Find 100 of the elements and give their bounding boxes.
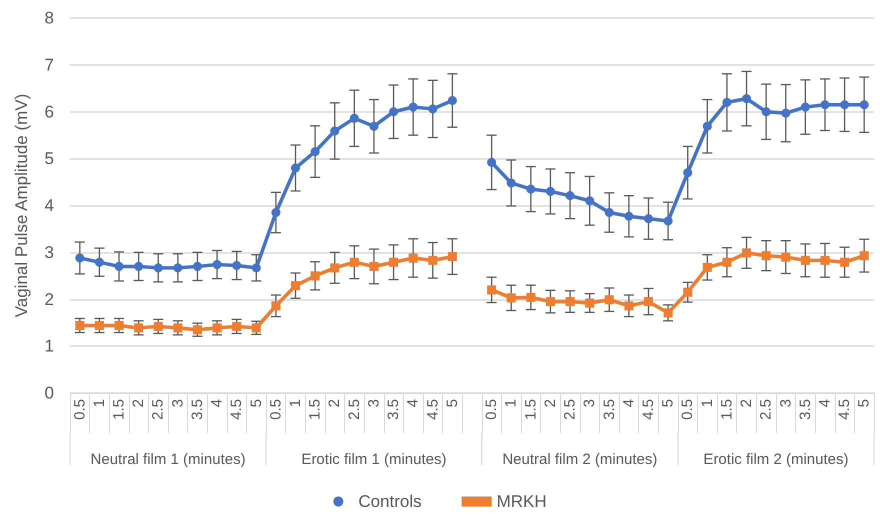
point bbox=[566, 297, 575, 306]
point bbox=[173, 263, 182, 272]
x-tick-label: 1 bbox=[698, 399, 716, 408]
x-tick-label: 2.5 bbox=[346, 399, 363, 420]
point bbox=[624, 212, 634, 221]
point bbox=[271, 208, 280, 218]
point bbox=[232, 261, 242, 270]
point bbox=[506, 178, 516, 188]
x-tick-label: 1 bbox=[90, 399, 108, 408]
point bbox=[487, 158, 496, 167]
x-tick-label: 5 bbox=[856, 399, 873, 408]
point bbox=[604, 295, 614, 304]
point bbox=[644, 297, 653, 306]
x-tick-label: 1 bbox=[502, 399, 520, 408]
x-tick-label: 1.5 bbox=[718, 399, 736, 420]
point bbox=[252, 323, 261, 332]
point bbox=[310, 147, 320, 156]
x-tick-label: 4 bbox=[404, 399, 422, 408]
point bbox=[604, 208, 614, 218]
point bbox=[192, 262, 202, 271]
text: Neutral film 1 (minutes) bbox=[90, 451, 246, 468]
point bbox=[683, 288, 692, 297]
point bbox=[860, 251, 869, 260]
y-tick-label: 6 bbox=[44, 102, 54, 122]
point bbox=[664, 308, 673, 318]
legend-label: MRKH bbox=[496, 492, 547, 511]
point bbox=[860, 100, 869, 110]
point bbox=[94, 258, 104, 267]
point bbox=[369, 122, 378, 131]
point bbox=[350, 258, 359, 267]
x-tick-label: 4 bbox=[620, 399, 638, 408]
y-tick-label: 1 bbox=[44, 336, 54, 356]
point bbox=[585, 196, 594, 206]
y-tick-label: 4 bbox=[44, 196, 54, 215]
point bbox=[408, 102, 418, 112]
point bbox=[134, 323, 144, 332]
x-tick-label: 2 bbox=[542, 399, 559, 408]
point bbox=[428, 256, 438, 265]
point bbox=[350, 114, 359, 123]
point bbox=[154, 322, 163, 331]
point bbox=[722, 98, 732, 107]
x-tick-label: 2.5 bbox=[150, 399, 167, 420]
point bbox=[389, 107, 398, 116]
point bbox=[702, 122, 712, 131]
point bbox=[820, 256, 830, 265]
y-tick-label: 0 bbox=[44, 384, 54, 402]
text: Neutral film 2 (minutes) bbox=[502, 451, 658, 468]
point bbox=[644, 214, 653, 224]
x-tick-label: 3 bbox=[777, 399, 794, 408]
point bbox=[369, 262, 378, 271]
point bbox=[742, 248, 752, 258]
x-tick-label: 5 bbox=[444, 399, 461, 408]
point bbox=[291, 164, 300, 172]
point bbox=[820, 100, 830, 110]
x-tick-label: 3 bbox=[365, 399, 382, 408]
x-tick-label: 3.5 bbox=[796, 399, 814, 420]
point bbox=[154, 263, 163, 272]
point bbox=[840, 258, 850, 267]
point bbox=[114, 321, 124, 330]
y-tick-label: 7 bbox=[44, 55, 54, 74]
point bbox=[526, 184, 536, 194]
x-tick-label: 0.5 bbox=[483, 399, 500, 420]
point bbox=[252, 263, 261, 272]
x-tick-label: 3.5 bbox=[188, 399, 206, 420]
point bbox=[75, 254, 84, 262]
point bbox=[506, 293, 516, 302]
y-tick-label: 5 bbox=[44, 149, 54, 168]
point bbox=[546, 297, 555, 306]
legend-label: Controls bbox=[358, 492, 422, 511]
x-tick-label: 3 bbox=[169, 399, 186, 408]
text: Erotic film 2 (minutes) bbox=[703, 451, 848, 468]
point bbox=[330, 263, 340, 272]
x-tick-label: 4 bbox=[816, 399, 834, 408]
x-tick-label: 1.5 bbox=[306, 399, 324, 420]
point bbox=[291, 281, 300, 290]
point bbox=[408, 254, 418, 262]
point bbox=[428, 104, 438, 114]
point bbox=[702, 262, 712, 272]
x-tick-label: 0.5 bbox=[71, 399, 88, 420]
x-tick-label: 1.5 bbox=[110, 399, 128, 420]
x-tick-label: 2 bbox=[130, 399, 148, 408]
point bbox=[762, 251, 771, 260]
x-tick-label: 3 bbox=[581, 399, 598, 408]
point bbox=[271, 301, 280, 310]
point bbox=[114, 262, 124, 271]
point bbox=[487, 285, 496, 294]
x-tick-label: 4.5 bbox=[640, 399, 657, 420]
point bbox=[389, 258, 398, 267]
x-tick-label: 2 bbox=[738, 399, 756, 408]
point bbox=[173, 323, 182, 332]
x-tick-label: 4.5 bbox=[228, 399, 246, 420]
x-tick-label: 4.5 bbox=[424, 399, 442, 420]
point bbox=[624, 301, 634, 310]
point bbox=[800, 256, 810, 265]
y-tick-label: 2 bbox=[44, 290, 54, 309]
point bbox=[781, 108, 790, 118]
x-tick-label: 2.5 bbox=[758, 399, 775, 420]
point bbox=[585, 298, 594, 308]
point bbox=[722, 258, 732, 267]
point bbox=[448, 252, 457, 262]
